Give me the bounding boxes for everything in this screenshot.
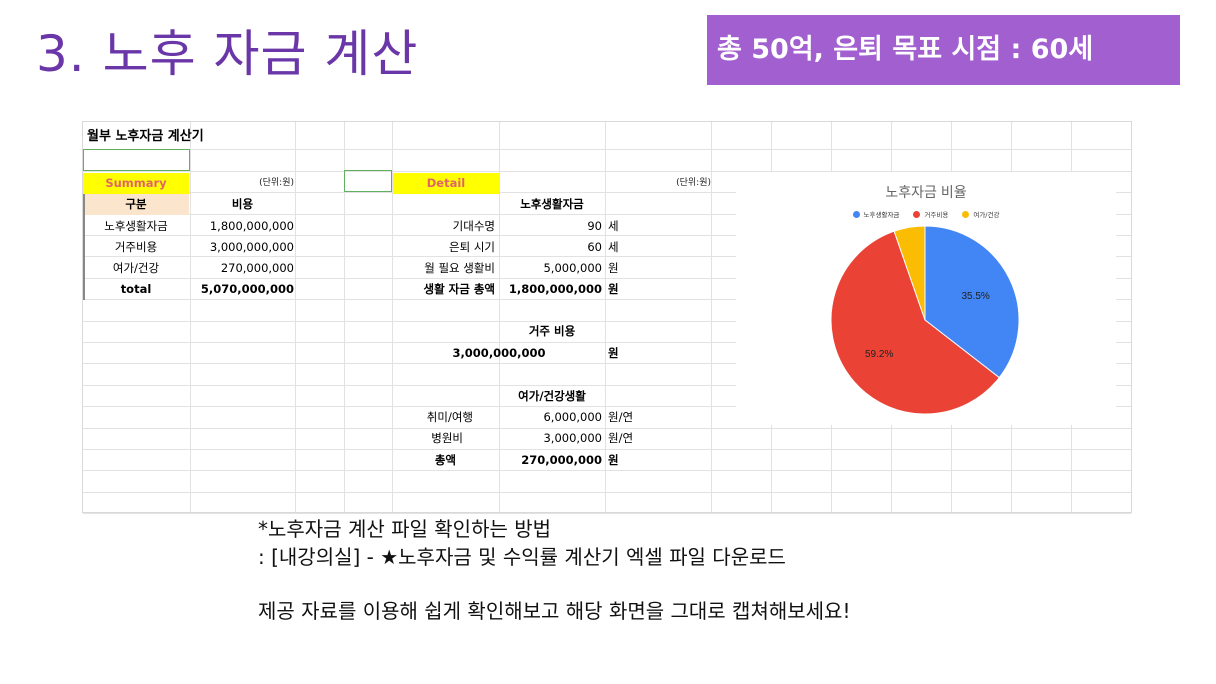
leisure-total-unit: 원 xyxy=(608,453,619,467)
legend-item: 노후생활자금 xyxy=(852,209,900,219)
selected-cell[interactable] xyxy=(344,170,392,192)
living-total-unit: 원 xyxy=(608,282,619,296)
pie-percent-label: 59.2% xyxy=(865,349,893,360)
summary-tag: Summary xyxy=(83,173,189,194)
legend-label: 노후생활자금 xyxy=(863,211,900,219)
chart-title: 노후자금 비율 xyxy=(885,184,967,200)
summary-total-label: total xyxy=(120,282,152,296)
leisure-row-unit: 원/연 xyxy=(608,431,634,445)
grid-row-line xyxy=(83,449,1131,450)
leisure-total-label: 총액 xyxy=(434,453,456,467)
pie-plot: 35.5% 59.2% xyxy=(830,225,1020,415)
summary-row-value: 270,000,000 xyxy=(220,261,294,275)
pie-percent-label: 35.5% xyxy=(961,291,989,302)
leisure-row-label: 취미/여행 xyxy=(426,410,473,424)
leisure-row-unit: 원/연 xyxy=(608,410,634,424)
legend-dot xyxy=(913,210,921,218)
grid-row-line xyxy=(83,470,1131,472)
grid-row-line xyxy=(83,320,1131,322)
summary-total-value: 5,070,000,000 xyxy=(200,282,294,296)
note-path: : [내강의실] - ★노후자금 및 수익률 계산기 엑셀 파일 다운로드 xyxy=(258,545,786,569)
grid-row-line xyxy=(83,277,1131,279)
detail-tag: Detail xyxy=(393,173,499,194)
summary-left-border xyxy=(83,194,85,300)
pie-slice[interactable] xyxy=(830,230,1000,415)
grid-col-line xyxy=(392,122,393,512)
legend-label: 여가/건강 xyxy=(973,211,1000,219)
housing-unit: 원 xyxy=(608,346,619,360)
summary-row-value: 1,800,000,000 xyxy=(209,219,294,233)
legend-label: 거주비용 xyxy=(924,211,949,219)
summary-row-label: 거주비용 xyxy=(114,240,158,254)
detail-row-value: 5,000,000 xyxy=(543,261,602,275)
note-instruction: 제공 자료를 이용해 쉽게 확인해보고 해당 화면을 그대로 캡쳐해보세요! xyxy=(258,599,851,623)
detail-row-label: 기대수명 xyxy=(452,219,495,233)
grid-row-line xyxy=(83,170,1131,172)
grid-col-line xyxy=(711,122,712,512)
detail-row-unit: 세 xyxy=(608,240,619,254)
sheet-title: 월부 노후자금 계산기 xyxy=(87,129,204,144)
pie-slice[interactable] xyxy=(924,225,1020,379)
retirement-target-banner: 총 50억, 은퇴 목표 시점 : 60세 xyxy=(707,15,1180,85)
summary-header-category: 구분 xyxy=(83,194,189,215)
slide-title: 3. 노후 자금 계산 xyxy=(36,25,419,83)
grid-row-line xyxy=(83,213,1131,215)
instructions: *노후자금 계산 파일 확인하는 방법 : [내강의실] - ★노후자금 및 수… xyxy=(258,515,850,625)
grid-row-line xyxy=(83,235,1131,236)
leisure-row-value: 3,000,000 xyxy=(543,431,602,445)
legend-item: 거주비용 xyxy=(913,209,948,219)
summary-row-value: 3,000,000,000 xyxy=(209,240,294,254)
grid-row-line xyxy=(83,149,1131,151)
detail-row-value: 60 xyxy=(587,240,602,254)
selected-cell[interactable] xyxy=(83,149,190,171)
grid-row-line xyxy=(83,192,1131,194)
detail-unit: (단위:원) xyxy=(676,178,711,188)
grid-col-line xyxy=(499,122,500,512)
legend-item: 여가/건강 xyxy=(962,209,999,219)
detail-row-label: 월 필요 생활비 xyxy=(424,261,495,275)
housing-value: 3,000,000,000 xyxy=(452,346,546,360)
grid-row-line xyxy=(83,384,1131,386)
grid-row-line xyxy=(83,256,1131,258)
living-total-value: 1,800,000,000 xyxy=(508,282,602,296)
detail-row-unit: 세 xyxy=(608,219,619,233)
grid-col-line xyxy=(190,122,191,512)
detail-row-unit: 원 xyxy=(608,261,619,275)
grid-row-line xyxy=(83,427,1131,429)
grid-row-line xyxy=(83,513,1131,515)
leisure-header: 여가/건강생활 xyxy=(518,389,586,403)
note-heading: *노후자금 계산 파일 확인하는 방법 xyxy=(258,517,552,541)
chart-legend: 노후생활자금 거주비용 여가/건강 xyxy=(736,209,1116,219)
grid-row-line xyxy=(83,299,1131,301)
detail-row-label: 은퇴 시기 xyxy=(449,240,495,254)
summary-unit: (단위:원) xyxy=(259,178,294,188)
pie-chart[interactable]: 노후자금 비율 노후생활자금 거주비용 여가/건강 35.5% 59.2% xyxy=(736,172,1116,425)
summary-header-cost: 비용 xyxy=(231,197,254,211)
leisure-row-value: 6,000,000 xyxy=(543,410,602,424)
pie-slice[interactable] xyxy=(893,225,926,321)
legend-dot xyxy=(852,210,860,218)
living-total-label: 생활 자금 총액 xyxy=(423,282,496,296)
grid-col-line xyxy=(344,122,345,512)
summary-row-label: 노후생활자금 xyxy=(104,219,168,233)
leisure-total-value: 270,000,000 xyxy=(521,453,602,467)
living-header: 노후생활자금 xyxy=(520,197,584,211)
summary-row-label: 여가/건강 xyxy=(112,261,160,275)
grid-row-line xyxy=(83,363,1131,365)
grid-col-line xyxy=(295,122,296,512)
grid-row-line xyxy=(83,342,1131,343)
leisure-row-label: 병원비 xyxy=(431,431,463,445)
grid-row-line xyxy=(83,491,1131,493)
detail-row-value: 90 xyxy=(587,219,602,233)
grid-row-line xyxy=(83,406,1131,408)
legend-dot xyxy=(962,210,970,218)
housing-header: 거주 비용 xyxy=(528,324,576,338)
grid-col-line xyxy=(605,122,606,512)
